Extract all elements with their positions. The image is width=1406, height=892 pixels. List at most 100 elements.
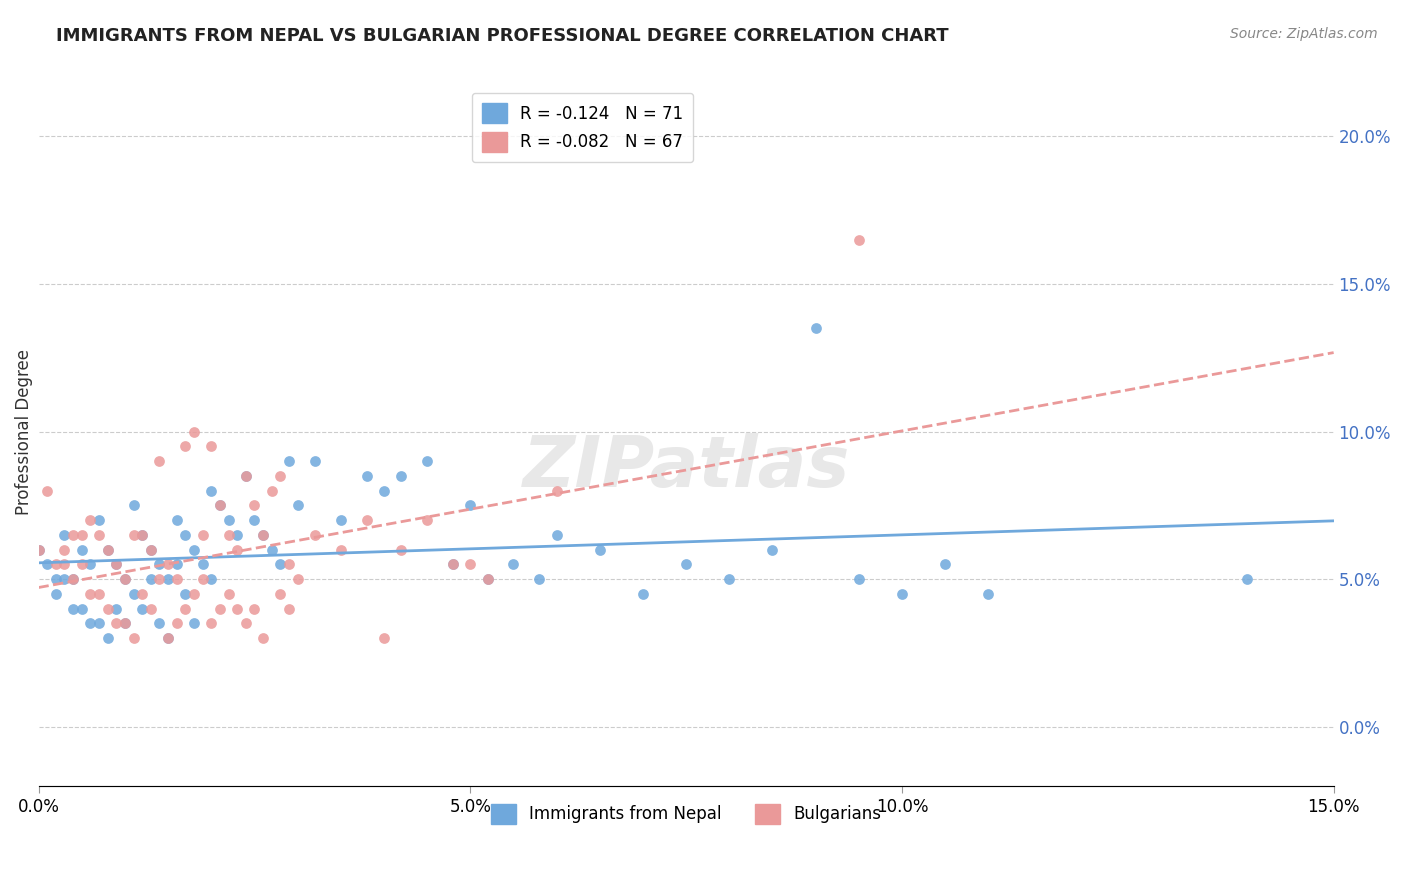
Point (235, 469, 257, 483)
Point (122, 631, 145, 645)
Point (166, 572, 188, 586)
Point (848, 233, 870, 247)
Point (761, 542, 783, 557)
Point (546, 483, 568, 498)
Point (87, 528, 110, 542)
Point (148, 616, 170, 631)
Point (718, 572, 741, 586)
Point (131, 528, 153, 542)
Point (174, 439, 197, 453)
Point (183, 425, 205, 439)
Point (70, 542, 93, 557)
Point (157, 558, 180, 572)
Point (631, 587, 654, 601)
Point (166, 513, 188, 527)
Point (200, 439, 222, 453)
Point (183, 542, 205, 557)
Point (70, 528, 93, 542)
Point (389, 542, 412, 557)
Point (252, 528, 274, 542)
Point (45, 587, 67, 601)
Point (79, 558, 101, 572)
Point (458, 499, 481, 513)
Text: ZIPatlas: ZIPatlas (523, 433, 849, 501)
Point (208, 601, 231, 615)
Point (62, 601, 84, 615)
Point (114, 616, 136, 631)
Point (37, 483, 59, 498)
Point (977, 587, 1000, 601)
Point (157, 631, 180, 645)
Point (131, 587, 153, 601)
Point (226, 601, 249, 615)
Point (304, 528, 326, 542)
Point (62, 572, 84, 586)
Point (131, 528, 153, 542)
Point (37, 558, 59, 572)
Point (329, 513, 352, 527)
Point (208, 499, 231, 513)
Point (208, 499, 231, 513)
Point (278, 601, 301, 615)
Text: IMMIGRANTS FROM NEPAL VS BULGARIAN PROFESSIONAL DEGREE CORRELATION CHART: IMMIGRANTS FROM NEPAL VS BULGARIAN PROFE… (56, 27, 949, 45)
Point (260, 542, 283, 557)
Point (502, 558, 524, 572)
Point (139, 572, 162, 586)
Point (157, 572, 180, 586)
Point (329, 542, 352, 557)
Point (200, 483, 222, 498)
Point (166, 558, 188, 572)
Point (122, 587, 145, 601)
Point (53, 558, 76, 572)
Point (139, 601, 162, 615)
Point (278, 454, 301, 468)
Point (269, 587, 291, 601)
Point (148, 454, 170, 468)
Point (243, 601, 266, 615)
Point (183, 587, 205, 601)
Point (87, 616, 110, 631)
Point (389, 469, 412, 483)
Point (45, 558, 67, 572)
Point (416, 454, 439, 468)
Point (252, 631, 274, 645)
Point (97, 542, 120, 557)
Point (477, 572, 499, 586)
Point (226, 528, 249, 542)
Point (174, 587, 197, 601)
Point (218, 587, 240, 601)
Point (269, 469, 291, 483)
Point (252, 528, 274, 542)
Point (235, 616, 257, 631)
Point (27, 542, 49, 557)
Point (934, 558, 956, 572)
Point (139, 542, 162, 557)
Point (477, 572, 499, 586)
Point (114, 572, 136, 586)
Point (139, 542, 162, 557)
Point (105, 616, 128, 631)
Y-axis label: Professional Degree: Professional Degree (15, 349, 32, 515)
Point (62, 572, 84, 586)
Point (373, 631, 395, 645)
Point (53, 572, 76, 586)
Point (97, 601, 120, 615)
Point (114, 572, 136, 586)
Point (304, 454, 326, 468)
Point (191, 558, 214, 572)
Point (97, 542, 120, 557)
Point (218, 528, 240, 542)
Point (589, 542, 612, 557)
Point (218, 513, 240, 527)
Point (70, 601, 93, 615)
Point (87, 513, 110, 527)
Point (183, 616, 205, 631)
Point (675, 558, 697, 572)
Point (45, 572, 67, 586)
Point (200, 572, 222, 586)
Point (70, 558, 93, 572)
Point (114, 616, 136, 631)
Point (191, 528, 214, 542)
Point (174, 601, 197, 615)
Point (416, 513, 439, 527)
